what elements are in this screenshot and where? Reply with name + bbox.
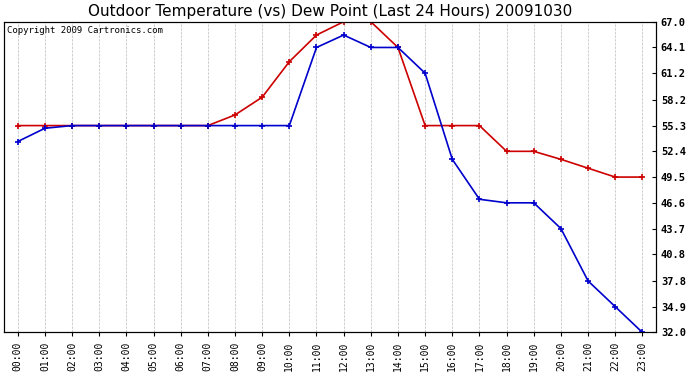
Text: Copyright 2009 Cartronics.com: Copyright 2009 Cartronics.com <box>8 26 164 35</box>
Title: Outdoor Temperature (vs) Dew Point (Last 24 Hours) 20091030: Outdoor Temperature (vs) Dew Point (Last… <box>88 4 572 19</box>
